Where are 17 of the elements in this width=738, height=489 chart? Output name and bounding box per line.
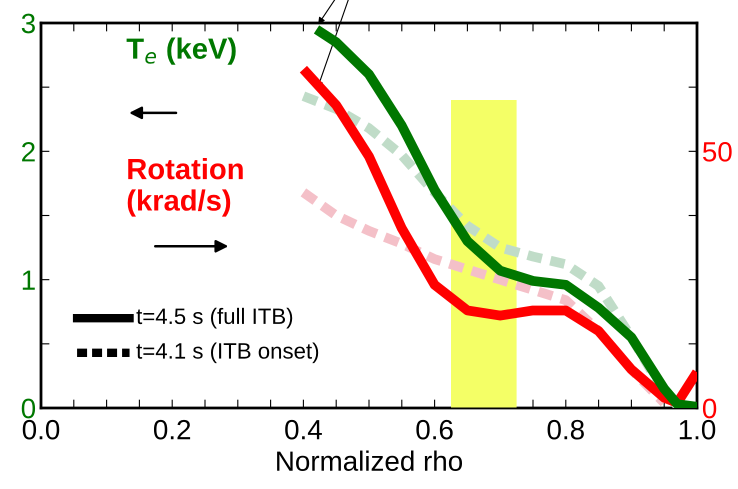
x-tick-label: 0.6 bbox=[416, 420, 453, 440]
y-tick-label: 1 bbox=[22, 270, 35, 290]
x-tick-label: 0.2 bbox=[154, 420, 190, 440]
annotation: t=4.5 s (full ITB) bbox=[136, 308, 292, 329]
y-tick-label: 3 bbox=[22, 14, 35, 34]
annotation: T$_{e}$ (keV) bbox=[126, 38, 236, 65]
x-tick-label: 0.4 bbox=[285, 420, 322, 440]
y2-tick-label: 50 bbox=[702, 142, 732, 162]
x-axis-title: Normalized rho bbox=[277, 450, 462, 471]
y2-tick-label: 0 bbox=[702, 398, 716, 418]
annotation: t=4.1 s (ITB onset) bbox=[136, 342, 318, 364]
x-tick-label: 1.0 bbox=[680, 420, 716, 440]
y-tick-label: 2 bbox=[22, 142, 35, 162]
x-tick-label: 0.0 bbox=[22, 420, 60, 440]
x-tick-label: 0.8 bbox=[548, 420, 584, 440]
annotation: Rotation (krad/s) bbox=[128, 158, 243, 217]
y-tick-label: 0 bbox=[22, 398, 36, 418]
